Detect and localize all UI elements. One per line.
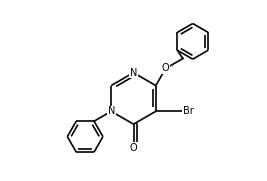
- Text: Br: Br: [183, 106, 194, 116]
- Text: O: O: [130, 142, 137, 153]
- Text: O: O: [162, 63, 170, 73]
- Text: N: N: [108, 106, 115, 116]
- Text: N: N: [130, 68, 137, 78]
